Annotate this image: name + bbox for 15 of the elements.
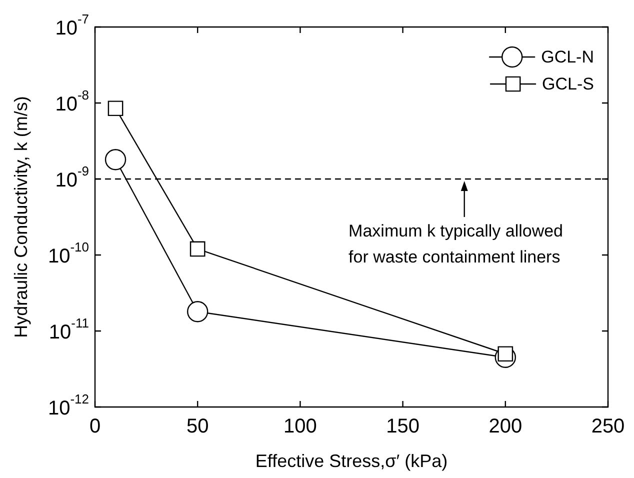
- x-tick-label: 200: [488, 416, 522, 438]
- x-tick-label: 250: [591, 416, 625, 438]
- legend-label: GCL-N: [541, 48, 594, 67]
- legend-label: GCL-S: [542, 74, 594, 94]
- x-tick-label: 50: [186, 416, 209, 438]
- x-tick-label: 100: [284, 416, 317, 438]
- x-tick-label: 150: [386, 416, 420, 438]
- point: [104, 149, 126, 170]
- point: [108, 100, 124, 116]
- point: [190, 241, 206, 257]
- ref-line-label: Maximum k typically allowed for waste containment liners: [348, 222, 564, 267]
- x-axis-title: Effective Stress,σ′ (kPa): [255, 450, 448, 471]
- y-axis-title: Hydraulic Conductivity, k (m/s): [10, 96, 31, 338]
- point: [187, 301, 208, 322]
- x-tick-label: 0: [89, 416, 101, 438]
